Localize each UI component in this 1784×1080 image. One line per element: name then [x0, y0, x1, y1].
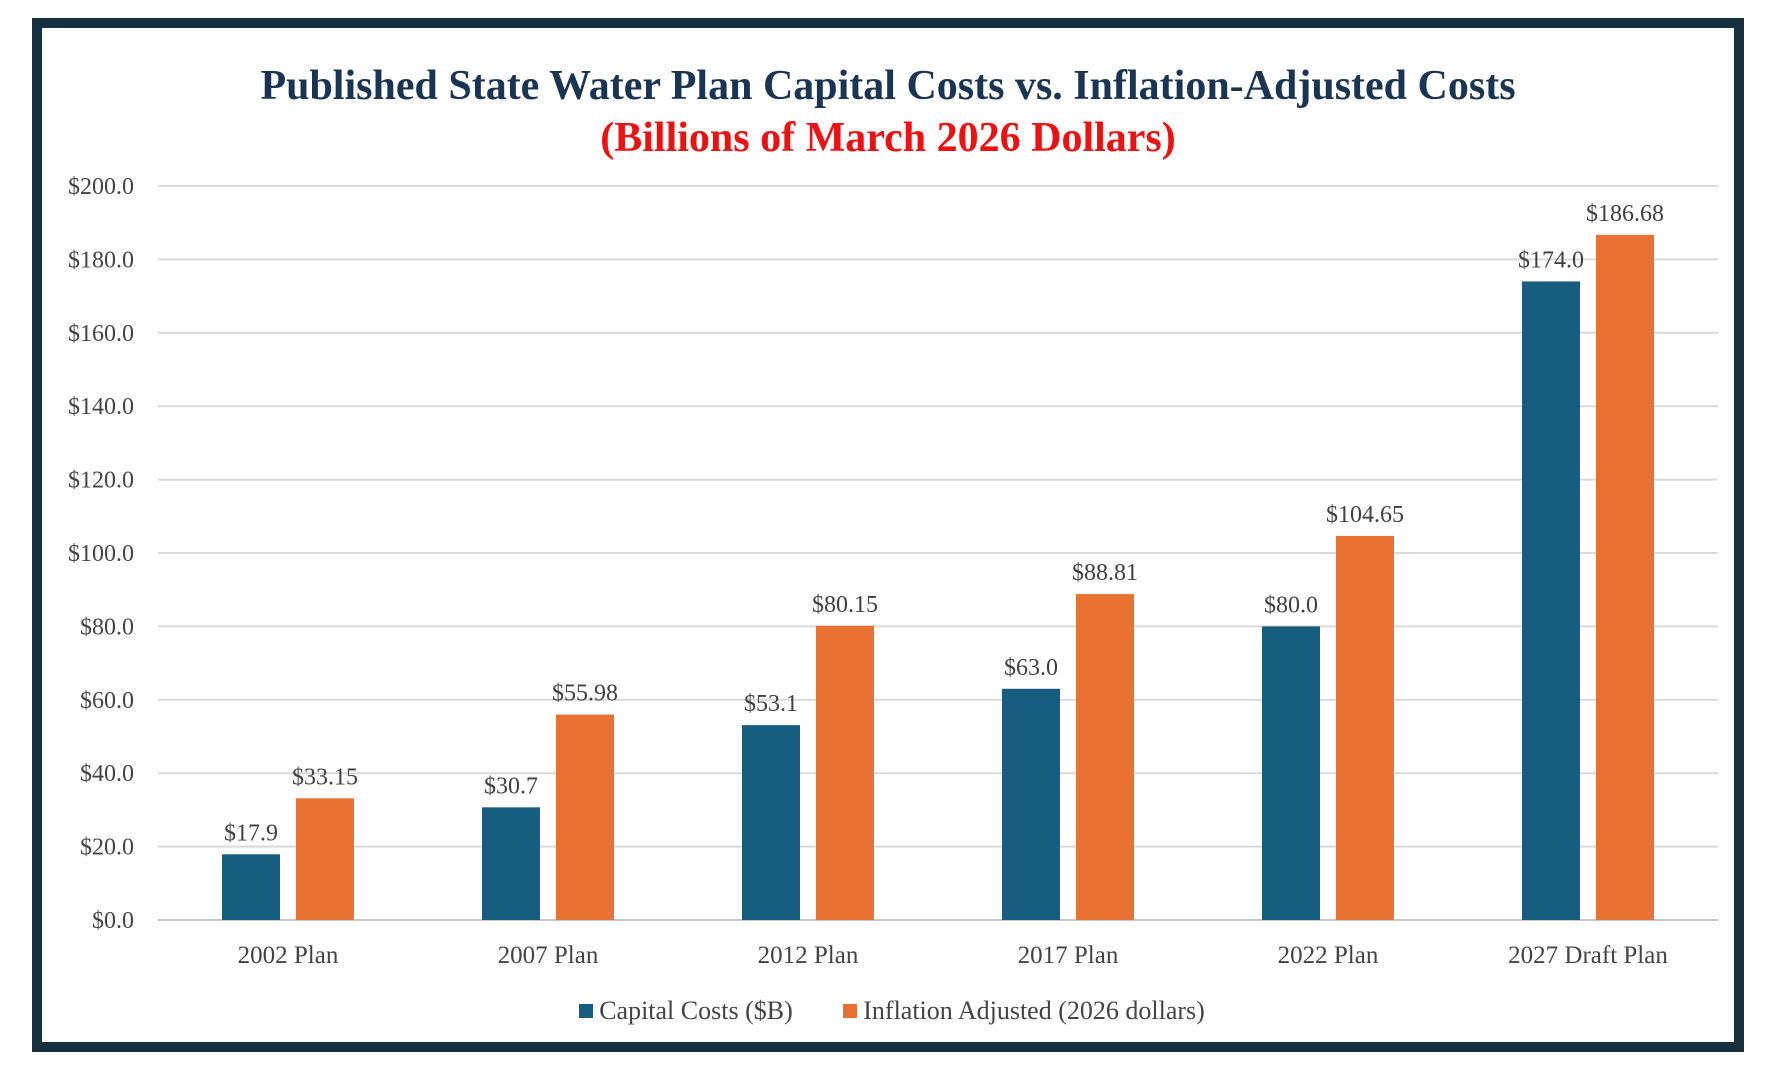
- x-category-label: 2027 Draft Plan: [1508, 942, 1668, 969]
- legend-swatch-inflation-adjusted: [843, 1004, 858, 1018]
- y-tick-label: $40.0: [80, 761, 134, 787]
- x-category-label: 2022 Plan: [1278, 942, 1379, 969]
- data-label: $55.98: [552, 681, 618, 707]
- legend-label-inflation-adjusted: Inflation Adjusted (2026 dollars): [863, 996, 1205, 1025]
- y-tick-label: $100.0: [68, 541, 134, 567]
- chart-title: Published State Water Plan Capital Costs…: [260, 63, 1516, 109]
- bar-inflation-adjusted: [296, 798, 354, 920]
- bar-capital-costs: [482, 807, 540, 920]
- data-label: $53.1: [744, 691, 798, 717]
- y-tick-label: $0.0: [92, 908, 134, 934]
- y-tick-label: $60.0: [80, 688, 134, 714]
- bar-capital-costs: [1002, 688, 1060, 920]
- legend-item-capital-costs: Capital Costs ($B): [579, 996, 793, 1026]
- bar-capital-costs: [1522, 281, 1580, 920]
- chart-title-block: Published State Water Plan Capital Costs…: [42, 60, 1734, 164]
- legend-label-capital-costs: Capital Costs ($B): [599, 996, 793, 1025]
- data-label: $88.81: [1072, 560, 1138, 586]
- data-label: $33.15: [292, 764, 358, 790]
- y-tick-label: $200.0: [68, 174, 134, 200]
- y-tick-label: $180.0: [68, 247, 134, 273]
- chart-legend: Capital Costs ($B) Inflation Adjusted (2…: [0, 995, 1784, 1026]
- gridlines: [158, 185, 1718, 921]
- bar-capital-costs: [742, 725, 800, 920]
- y-tick-label: $140.0: [68, 394, 134, 420]
- chart-subtitle: (Billions of March 2026 Dollars): [600, 115, 1176, 161]
- y-tick-label: $80.0: [80, 614, 134, 640]
- data-label: $80.0: [1264, 592, 1318, 618]
- bars: [222, 234, 1654, 920]
- bar-inflation-adjusted: [816, 625, 874, 920]
- data-label: $104.65: [1326, 502, 1404, 528]
- bar-capital-costs: [1262, 626, 1320, 920]
- x-category-label: 2007 Plan: [498, 942, 599, 969]
- data-label: $30.7: [484, 773, 538, 799]
- data-label: $80.15: [812, 592, 878, 618]
- bar-capital-costs: [222, 854, 280, 920]
- bar-inflation-adjusted: [556, 714, 614, 920]
- data-label: $174.0: [1518, 247, 1584, 273]
- y-tick-label: $20.0: [80, 835, 134, 861]
- data-labels: $17.9 $33.15 $30.7 $55.98 $53.1 $80.15 $63.0 $8…: [224, 201, 1664, 846]
- y-tick-label: $160.0: [68, 321, 134, 347]
- data-label: $17.9: [224, 820, 278, 846]
- bar-inflation-adjusted: [1336, 535, 1394, 920]
- bar-inflation-adjusted: [1076, 594, 1134, 920]
- legend-item-inflation-adjusted: Inflation Adjusted (2026 dollars): [843, 996, 1205, 1026]
- x-category-label: 2017 Plan: [1018, 942, 1119, 969]
- y-tick-label: $120.0: [68, 468, 134, 494]
- x-category-label: 2002 Plan: [238, 942, 339, 969]
- data-label: $186.68: [1586, 201, 1664, 227]
- y-axis-tick-labels: $0.0 $20.0 $40.0 $60.0 $80.0 $100.0 $120.0 $140…: [68, 174, 134, 934]
- x-axis-category-labels: 2002 Plan 2007 Plan 2012 Plan 2017 Plan 2022…: [238, 942, 1669, 969]
- bar-inflation-adjusted: [1596, 234, 1654, 920]
- x-category-label: 2012 Plan: [758, 942, 859, 969]
- data-label: $63.0: [1004, 655, 1058, 681]
- legend-swatch-capital-costs: [579, 1004, 594, 1018]
